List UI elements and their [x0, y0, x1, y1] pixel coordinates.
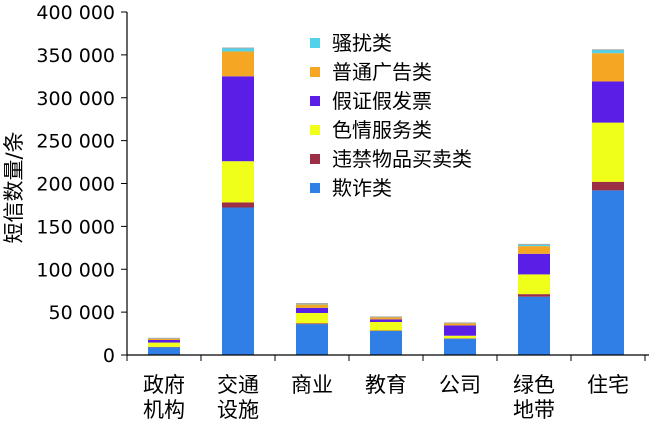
y-tick-label: 250 000 [36, 131, 115, 153]
bar-segment [444, 325, 476, 335]
bar-segment [592, 190, 624, 355]
x-category-label-line: 机构 [143, 398, 185, 422]
bar-segment [370, 317, 402, 319]
bar-segment [518, 274, 550, 294]
x-category-label-line: 住宅 [587, 373, 629, 397]
bar-segment [296, 313, 328, 323]
bar-segment [444, 336, 476, 339]
x-category-label-line: 绿色 [513, 373, 555, 397]
legend-swatch [310, 96, 320, 106]
legend-swatch [310, 125, 320, 135]
x-category-label: 公司 [439, 373, 481, 397]
x-category-label-line: 地带 [513, 398, 555, 422]
bar-segment [148, 343, 180, 347]
x-category-label-line: 教育 [365, 373, 407, 397]
bar-segment [296, 304, 328, 307]
x-category-label-line: 商业 [291, 373, 333, 397]
bar-segment [296, 323, 328, 324]
y-tick-label: 300 000 [36, 88, 115, 110]
bar-segment [592, 81, 624, 122]
bar-segment [148, 347, 180, 355]
bar-segment [222, 76, 254, 161]
x-category-label: 政府机构 [143, 373, 185, 422]
bar-segment [222, 51, 254, 76]
legend-swatch [310, 67, 320, 77]
x-category-label-line: 交通 [217, 373, 259, 397]
legend-label: 违禁物品买卖类 [332, 147, 472, 171]
legend-swatch [310, 38, 320, 48]
x-category-label: 交通设施 [217, 373, 259, 422]
x-category-label-line: 设施 [217, 398, 259, 422]
y-tick-label: 100 000 [36, 259, 115, 281]
y-tick-label: 50 000 [49, 302, 115, 324]
bar-segment [592, 123, 624, 182]
y-axis-title-group: 短信数量/条 [2, 131, 26, 243]
bar-segment [296, 308, 328, 313]
legend-label: 欺诈类 [332, 176, 392, 200]
x-category-label: 绿色地带 [513, 373, 555, 422]
bar-segment [518, 297, 550, 355]
legend-label: 普通广告类 [332, 60, 432, 84]
bar-segment [148, 339, 180, 340]
x-category-label-line: 公司 [439, 373, 481, 397]
y-axis-ticks: 0 50 000 100 000 150 000 200 000 250 000 300 0… [36, 2, 127, 367]
x-category-label: 住宅 [587, 373, 629, 397]
bar-segment [444, 339, 476, 355]
legend-swatch [310, 154, 320, 164]
bar-segment [296, 324, 328, 355]
bar-segment [592, 53, 624, 81]
x-category-label: 商业 [291, 373, 333, 397]
x-category-label: 教育 [365, 373, 407, 397]
bar-segment [222, 48, 254, 51]
legend-label: 骚扰类 [332, 31, 392, 55]
y-tick-label: 400 000 [36, 2, 115, 24]
bar-segment [518, 294, 550, 297]
bar-segment [518, 254, 550, 275]
y-axis-title: 短信数量/条 [2, 131, 26, 243]
legend-label: 色情服务类 [332, 118, 432, 142]
bar-segment [592, 50, 624, 53]
x-axis-labels: 政府机构交通设施商业教育公司绿色地带住宅 [143, 373, 629, 422]
y-tick-label: 350 000 [36, 45, 115, 67]
bar-segment [370, 322, 402, 331]
legend-label: 假证假发票 [332, 89, 432, 113]
bar-segment [148, 340, 180, 343]
bar-segment [592, 182, 624, 191]
bar-segment [222, 208, 254, 355]
y-tick-label: 0 [103, 345, 115, 367]
bar-segment [370, 319, 402, 322]
legend-swatch [310, 183, 320, 193]
x-category-label-line: 政府 [143, 373, 185, 397]
bar-segment [222, 161, 254, 202]
y-tick-label: 200 000 [36, 174, 115, 196]
bar-segment [518, 246, 550, 254]
bar-segment [444, 323, 476, 325]
bar-segment [370, 331, 402, 355]
y-tick-label: 150 000 [36, 216, 115, 238]
bar-segment [222, 202, 254, 207]
